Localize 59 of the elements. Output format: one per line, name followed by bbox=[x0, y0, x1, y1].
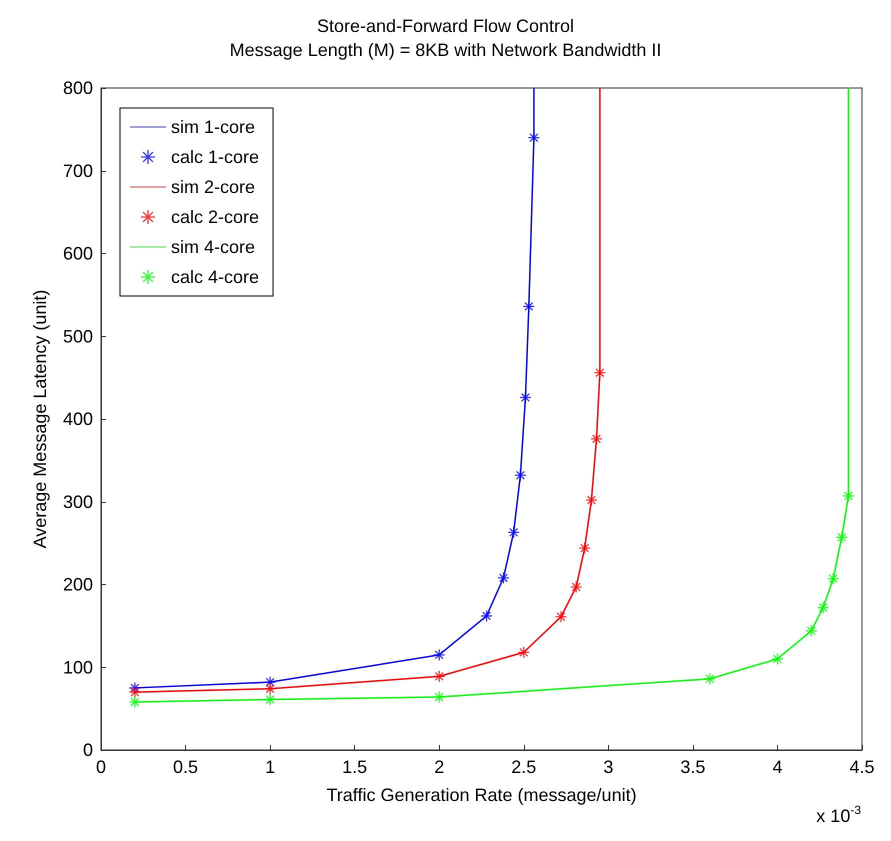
y-tick-label: 300 bbox=[62, 492, 93, 512]
y-tick-label: 0 bbox=[82, 740, 93, 760]
legend-label: calc 4-core bbox=[171, 267, 260, 287]
point bbox=[816, 602, 830, 614]
point bbox=[578, 542, 591, 554]
x-tick-label: 0 bbox=[96, 757, 106, 777]
point bbox=[519, 391, 532, 404]
point bbox=[497, 572, 510, 584]
point bbox=[128, 682, 141, 694]
x-tick-label: 4 bbox=[772, 757, 782, 777]
point bbox=[554, 610, 568, 623]
point bbox=[433, 690, 446, 704]
legend-label: calc 1-core bbox=[171, 147, 260, 167]
point bbox=[264, 693, 276, 706]
y-tick-label: 400 bbox=[62, 409, 93, 429]
point bbox=[585, 494, 598, 506]
y-axis-title: Average Message Latency (unit) bbox=[30, 290, 50, 548]
point bbox=[433, 670, 446, 682]
chart-subtitle: Message Length (M) = 8KB with Network Bandwidth II bbox=[230, 40, 662, 60]
legend-label: sim 2-core bbox=[171, 177, 256, 197]
point bbox=[522, 300, 535, 313]
point bbox=[514, 469, 527, 482]
point bbox=[594, 366, 606, 379]
x-tick-label: 1 bbox=[265, 757, 276, 777]
y-tick-label: 800 bbox=[62, 78, 93, 98]
x-tick-label: 3 bbox=[603, 757, 614, 777]
point bbox=[842, 490, 855, 502]
legend-label: sim 4-core bbox=[171, 237, 256, 257]
point bbox=[528, 132, 540, 144]
point bbox=[480, 610, 493, 622]
y-tick-label: 500 bbox=[62, 326, 93, 346]
point bbox=[704, 672, 716, 685]
point bbox=[827, 572, 840, 585]
x-tick-label: 2.5 bbox=[511, 757, 536, 777]
point bbox=[128, 696, 141, 708]
point bbox=[264, 682, 276, 695]
point bbox=[518, 646, 530, 659]
x-axis-title: Traffic Generation Rate (message/unit) bbox=[326, 785, 637, 805]
y-tick-label: 100 bbox=[62, 657, 93, 678]
y-tick-label: 200 bbox=[62, 574, 93, 594]
point bbox=[805, 624, 818, 637]
x-tick-label: 4.5 bbox=[849, 757, 875, 777]
point bbox=[590, 432, 603, 446]
x-tick-label: 1.5 bbox=[342, 757, 368, 777]
y-tick-label: 600 bbox=[62, 244, 93, 264]
x-tick-label: 0.5 bbox=[173, 757, 198, 777]
point bbox=[570, 580, 582, 594]
y-tick-label: 700 bbox=[62, 160, 93, 181]
point bbox=[264, 676, 276, 688]
point bbox=[836, 531, 848, 544]
point bbox=[128, 686, 141, 698]
point bbox=[433, 648, 446, 661]
point bbox=[507, 526, 520, 539]
point bbox=[771, 652, 784, 666]
legend-label: sim 1-core bbox=[171, 117, 256, 137]
chart-title: Store-and-Forward Flow Control bbox=[316, 16, 574, 36]
legend-label: calc 2-core bbox=[171, 207, 260, 227]
x-tick-label: 2 bbox=[434, 757, 444, 777]
x-tick-label: 3.5 bbox=[680, 757, 706, 777]
